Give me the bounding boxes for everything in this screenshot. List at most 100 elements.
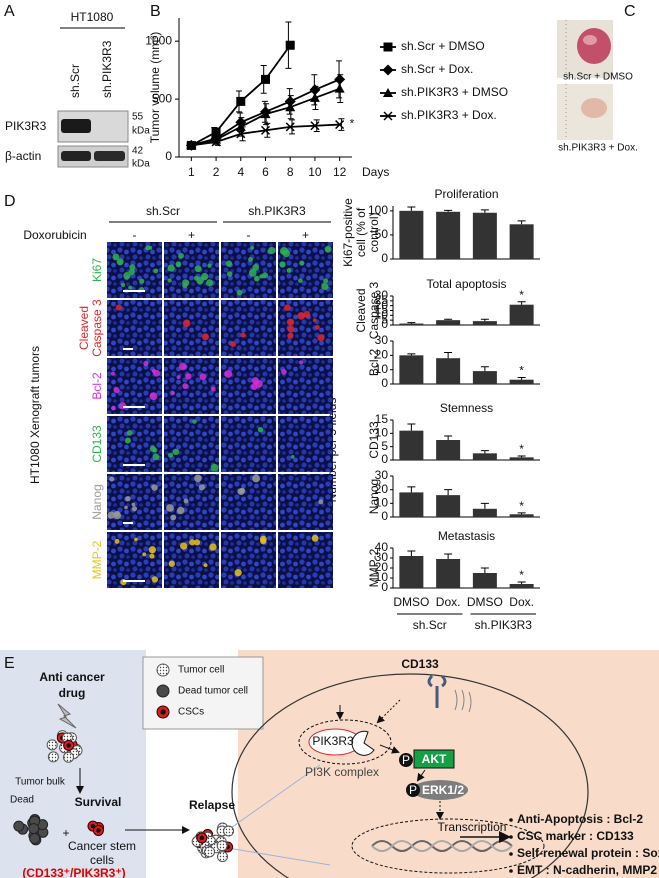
panel-label: B <box>150 3 161 20</box>
stain-spot <box>323 278 329 284</box>
error-bar <box>444 435 453 440</box>
lane-label: sh.Scr <box>68 64 82 98</box>
error-bar <box>407 353 416 356</box>
bar <box>509 304 534 325</box>
stain-spot <box>121 282 126 288</box>
point <box>284 95 296 107</box>
stain-spot <box>252 264 260 271</box>
tumor-cell <box>47 751 59 763</box>
legend-label: sh.PIK3R3 + DMSO <box>401 85 508 99</box>
group-label: sh.PIK3R3 <box>248 204 306 218</box>
y-tick-label: 30 <box>375 333 389 347</box>
p110 <box>351 730 375 756</box>
error-bar <box>407 486 416 493</box>
tumor-cell <box>63 751 75 763</box>
significance: * <box>519 499 524 513</box>
survival-label: Survival <box>75 795 122 809</box>
stain-spot <box>112 253 120 261</box>
y-tick-label: 50 <box>375 227 389 241</box>
stain-spot <box>201 333 209 341</box>
membrane-protein <box>454 689 472 713</box>
cell-membrane <box>231 673 589 878</box>
stain-spot <box>324 245 332 253</box>
panel-label: A <box>4 3 15 20</box>
micrograph <box>278 474 333 530</box>
stain-spot <box>182 319 191 328</box>
error-bar <box>444 209 453 212</box>
dna <box>371 840 513 852</box>
protein-label: PIK3R3 <box>5 119 47 133</box>
error-bar <box>480 366 489 372</box>
stain-label: Caspase 3 <box>90 299 104 357</box>
stain-spot <box>110 371 115 376</box>
stain-spot <box>143 360 149 367</box>
stain-spot <box>148 546 156 554</box>
point <box>310 121 320 131</box>
stain-spot <box>225 260 233 267</box>
dna <box>371 840 513 852</box>
dead-cell <box>156 684 170 698</box>
csc-label: Cancer stem <box>68 839 136 853</box>
point <box>285 122 295 132</box>
stain-spot <box>279 261 286 268</box>
stain-spot <box>128 285 133 290</box>
legend-label: sh.PIK3R3 + Dox. <box>401 108 497 122</box>
x-tick-label: DMSO <box>393 595 429 609</box>
stain-spot <box>236 289 243 296</box>
stain-spot <box>131 502 136 507</box>
stain-spot <box>248 257 253 262</box>
dead-cell <box>28 823 40 835</box>
dead-label: Dead <box>10 795 34 806</box>
stain-spot <box>182 383 189 389</box>
arrow <box>376 699 401 724</box>
stain-spot <box>298 360 303 365</box>
point <box>285 40 295 50</box>
treatment-level: + <box>302 228 309 242</box>
pi3k-label: PI3K complex <box>305 765 379 779</box>
error-bar <box>444 318 453 321</box>
x-tick-label: 8 <box>287 165 294 179</box>
tumor-cell <box>216 840 228 852</box>
bullet <box>509 835 513 839</box>
stain-label: MMP-2 <box>90 540 104 579</box>
stain-spot <box>153 268 159 274</box>
receptor-label: CD133 <box>401 657 439 671</box>
point <box>211 137 221 147</box>
y-tick-label: 5 <box>381 439 388 453</box>
panel-label: C <box>624 3 636 20</box>
stain-label: Nanog <box>90 484 104 519</box>
bar <box>399 556 424 588</box>
point <box>309 92 320 102</box>
x-axis-label: Days <box>362 165 389 179</box>
chart-title: Stemness <box>440 401 493 415</box>
tumor-cell <box>204 846 216 858</box>
relapse-label: Relapse <box>189 798 235 812</box>
stain-spot <box>128 268 135 276</box>
point <box>261 74 270 84</box>
bar <box>436 320 461 325</box>
stain-spot <box>185 373 192 380</box>
x-tick-label: 10 <box>308 165 322 179</box>
micrograph <box>278 358 333 414</box>
bar <box>472 371 497 384</box>
y-tick-label: 15 <box>375 303 389 317</box>
csc-label: cells <box>90 853 114 867</box>
y-axis-label: control) <box>367 212 381 252</box>
stain-spot <box>196 276 204 285</box>
error-bar <box>444 489 453 496</box>
stain-spot <box>261 272 269 279</box>
stain-spot <box>237 488 245 496</box>
treatment-label: Doxorubicin <box>23 228 86 242</box>
stain-spot <box>116 258 124 266</box>
x-tick-label: Dox. <box>436 595 461 609</box>
point <box>309 84 321 96</box>
stain-spot <box>149 392 158 401</box>
y-tick-label: 0 <box>381 376 388 390</box>
error-bar <box>517 512 526 515</box>
bar <box>436 211 461 259</box>
phospho-label: P <box>402 753 410 767</box>
micrograph <box>164 416 219 472</box>
group-label: sh.PIK3R3 <box>475 618 533 632</box>
y-axis-label: Caspase 3 <box>367 281 381 339</box>
